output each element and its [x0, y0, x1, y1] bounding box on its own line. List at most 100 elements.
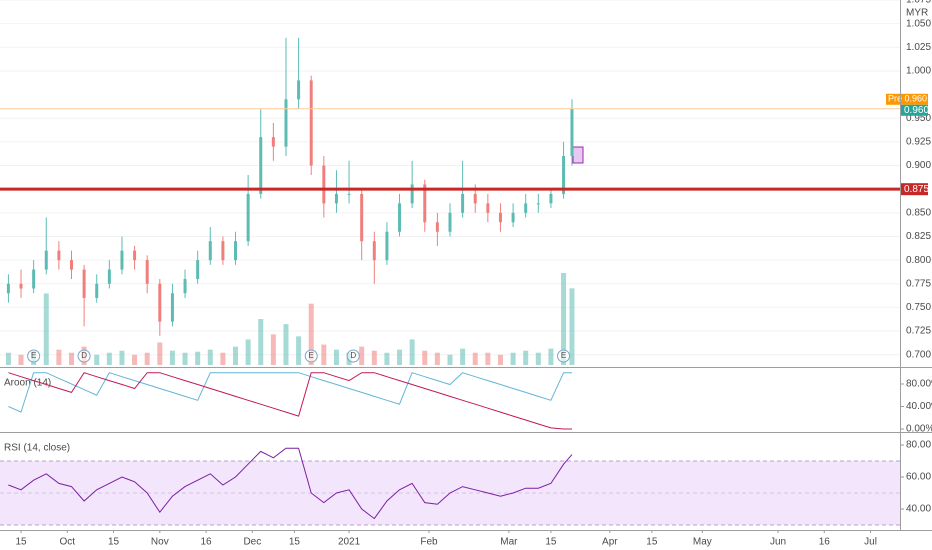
candle-body: [461, 193, 465, 213]
candle-body: [536, 203, 540, 205]
hline-label: 0.875: [904, 184, 929, 195]
volume-bar: [220, 352, 226, 365]
candle-body: [284, 99, 288, 147]
volume-bar: [422, 350, 428, 365]
volume-bar: [132, 354, 138, 365]
candle-body: [423, 184, 427, 223]
series-line: [8, 447, 573, 520]
volume-bar: [43, 293, 49, 365]
event-marker: [77, 349, 91, 363]
event-label: E: [561, 351, 566, 360]
volume-bar: [56, 349, 62, 365]
x-tick-label: Oct: [60, 537, 76, 548]
volume-bar: [447, 354, 453, 365]
y-tick-label: 0.800: [906, 255, 931, 266]
candle-body: [259, 137, 263, 194]
candle-body: [183, 279, 187, 294]
y-tick-label: 1.050: [906, 18, 931, 29]
candle-body: [44, 250, 48, 270]
y-tick-label: 40.00%: [906, 401, 932, 412]
y-tick-label: 0.900: [906, 160, 931, 171]
volume-bar: [169, 350, 175, 365]
event-label: E: [309, 351, 314, 360]
volume-bar: [18, 354, 24, 365]
candle-body: [309, 80, 313, 166]
y-tick-label: 1.000: [906, 66, 931, 77]
volume-bar: [485, 352, 491, 365]
candle-body: [69, 260, 73, 270]
x-tick-label: 16: [201, 537, 213, 548]
candle-body: [271, 137, 275, 147]
x-tick-label: Apr: [602, 537, 618, 548]
candle-body: [246, 193, 250, 242]
volume-bar: [384, 352, 390, 365]
candle-body: [549, 193, 553, 204]
volume-bar: [409, 339, 415, 365]
x-tick-label: Jun: [770, 537, 786, 548]
x-tick-label: Dec: [243, 537, 261, 548]
series-line: [8, 372, 572, 430]
event-label: D: [350, 351, 356, 360]
candle-body: [158, 283, 162, 322]
candle-body: [562, 156, 566, 194]
candle-body: [398, 203, 402, 232]
volume-bar: [182, 352, 188, 365]
candle-body: [385, 231, 389, 261]
volume-bar: [157, 342, 163, 365]
volume-bar: [397, 349, 403, 365]
y-tick-label: 0.825: [906, 231, 931, 242]
candle-body: [145, 260, 149, 284]
candle-body: [360, 193, 364, 242]
volume-bar: [321, 344, 327, 365]
y-tick-label: 0.700: [906, 349, 931, 360]
candle-body: [297, 80, 301, 100]
volume-bar: [308, 303, 314, 365]
x-tick-label: 16: [819, 537, 831, 548]
candle-body: [170, 293, 174, 322]
currency-label: MYR: [906, 8, 928, 19]
volume-bar: [371, 350, 377, 365]
volume-bar: [569, 288, 575, 365]
event-marker: [557, 349, 571, 363]
x-tick-label: 15: [15, 537, 27, 548]
volume-bar: [333, 349, 339, 365]
event-label: D: [81, 351, 87, 360]
y-tick-label: 1.025: [906, 42, 931, 53]
candle-body: [448, 212, 452, 232]
y-tick-label: 80.00: [906, 440, 931, 451]
volume-bar: [535, 352, 541, 365]
y-tick-label: 0.750: [906, 302, 931, 313]
candle-body: [82, 269, 86, 298]
hline-label-box: [900, 183, 928, 196]
candle-body: [6, 283, 10, 294]
candle-body: [334, 193, 338, 204]
volume-bar: [283, 324, 289, 365]
candle-body: [473, 193, 477, 204]
volume-bar: [245, 339, 251, 365]
x-tick-label: 15: [646, 537, 658, 548]
y-tick-label: 0.775: [906, 278, 931, 289]
x-tick-label: Nov: [151, 537, 169, 548]
candle-body: [524, 203, 528, 213]
volume-bar: [296, 336, 302, 365]
y-tick-label: 0.725: [906, 326, 931, 337]
candle-body: [486, 203, 490, 213]
volume-bar: [548, 348, 554, 365]
volume-bar: [460, 348, 466, 365]
pane-title: Aroon (14): [4, 378, 51, 389]
volume-bar: [561, 273, 567, 365]
candle-body: [498, 212, 502, 223]
event-marker: [304, 349, 318, 363]
volume-bar: [258, 319, 264, 365]
candle-body: [120, 250, 124, 270]
candle-body: [19, 283, 23, 289]
volume-bar: [510, 352, 516, 365]
candle-body: [570, 108, 574, 157]
prev-label: Pre 0.960: [888, 94, 927, 104]
y-tick-label: 1.075: [906, 0, 931, 6]
candle-body: [208, 241, 212, 261]
x-tick-label: May: [693, 537, 712, 548]
event-marker: [346, 349, 360, 363]
candle-body: [511, 212, 515, 223]
